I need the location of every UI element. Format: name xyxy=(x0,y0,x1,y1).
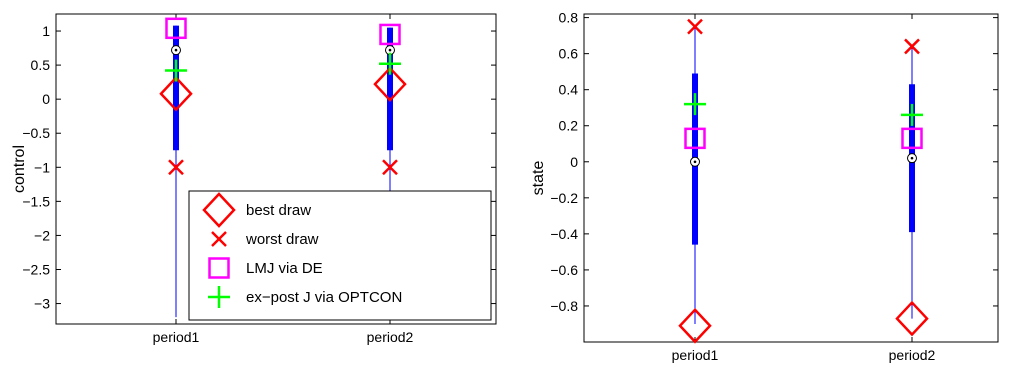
x-marker xyxy=(168,159,184,176)
y-axis-label: control xyxy=(11,145,28,193)
diamond-marker xyxy=(678,307,712,344)
median-dot xyxy=(174,48,178,52)
y-tick-label: −0.2 xyxy=(550,190,578,206)
diamond-marker xyxy=(373,66,407,103)
x-marker xyxy=(904,38,920,55)
plus-marker xyxy=(165,59,187,82)
y-tick-label: 0.4 xyxy=(559,82,579,98)
plus-marker xyxy=(901,103,923,126)
y-tick-label: 0 xyxy=(42,91,50,107)
y-axis-label: state xyxy=(530,161,547,196)
legend-label: best draw xyxy=(246,202,311,219)
y-tick-label: −3 xyxy=(34,296,50,312)
diamond-marker xyxy=(159,75,193,112)
chart-2: 0.8 0.6 0.4 0.2 0 −0.2 −0.4 −0.6 −0.8 period1 peri… xyxy=(530,10,999,363)
x-tick-label: period2 xyxy=(367,329,414,345)
x-tick-label: period1 xyxy=(672,347,719,363)
y-tick-label: 0.6 xyxy=(559,46,579,62)
y-tick-label: 1 xyxy=(42,23,50,39)
legend-label: ex−post J via OPTCON xyxy=(246,289,402,306)
legend-label: LMJ via DE xyxy=(246,260,323,277)
y-tick-label: −2 xyxy=(34,227,50,243)
square-marker xyxy=(901,127,923,150)
square-marker xyxy=(684,127,706,150)
legend-box xyxy=(188,190,492,321)
x-tick-label: period2 xyxy=(889,347,936,363)
legend-label: worst draw xyxy=(245,231,319,248)
plus-marker xyxy=(684,93,706,116)
y-tick-label: 0 xyxy=(570,154,578,170)
median-dot xyxy=(910,156,914,160)
legend-x-icon xyxy=(211,231,227,247)
x-tick-label: period1 xyxy=(153,329,200,345)
legend-square-icon xyxy=(208,257,230,279)
diamond-marker xyxy=(895,300,929,337)
y-tick-label: −0.6 xyxy=(550,262,578,278)
chart-1: 1 0.5 0 −0.5 −1 −1.5 −2 −2.5 −3 period1 period2 con… xyxy=(11,13,497,345)
square-marker xyxy=(165,17,187,40)
x-marker xyxy=(382,159,398,176)
legend-plus-icon xyxy=(208,286,230,308)
y-tick-label: −2.5 xyxy=(22,261,50,277)
x-marker xyxy=(687,18,703,35)
y-tick-label: −1 xyxy=(34,159,50,175)
y-tick-label: −0.8 xyxy=(550,298,578,314)
y-tick-label: 0.2 xyxy=(559,118,579,134)
legend: best draw worst draw LMJ via DE ex−post J v… xyxy=(188,190,492,321)
y-tick-label: −1.5 xyxy=(22,193,50,209)
y-tick-label: 0.5 xyxy=(31,57,51,73)
y-tick-label: −0.4 xyxy=(550,226,578,242)
square-marker xyxy=(379,23,401,46)
axes-frame xyxy=(583,13,999,343)
y-tick-label: −0.5 xyxy=(22,125,50,141)
median-dot xyxy=(388,48,392,52)
y-tick-label: 0.8 xyxy=(559,10,579,26)
plus-marker xyxy=(379,52,401,75)
legend-diamond-icon xyxy=(202,192,236,228)
median-dot xyxy=(693,160,697,164)
